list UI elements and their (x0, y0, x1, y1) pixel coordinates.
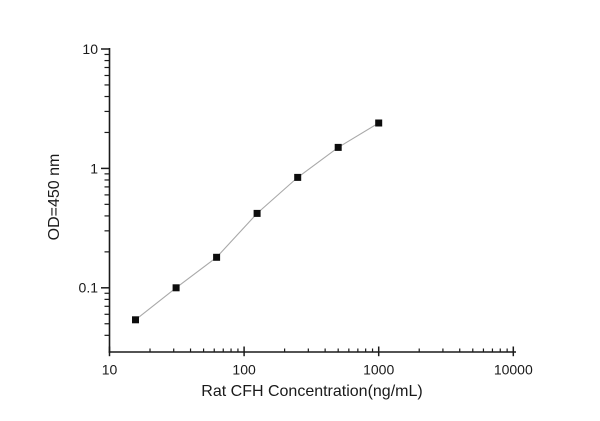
y-tick-label: 0.1 (79, 280, 99, 296)
x-tick-label: 1000 (363, 362, 394, 378)
x-tick-label: 10 (102, 362, 118, 378)
y-tick-label: 10 (82, 41, 98, 57)
data-point-marker (294, 173, 302, 181)
data-point-marker (334, 143, 342, 151)
data-point-marker (132, 316, 139, 324)
x-tick-label: 100 (232, 362, 256, 378)
data-point-marker (172, 284, 180, 292)
data-point-marker (375, 119, 383, 127)
series-line (135, 122, 379, 321)
axis-lines (108, 48, 516, 353)
x-tick-label: 10000 (494, 362, 533, 378)
tick-labels: 10 100 1000 10000 10 1 0.1 (79, 41, 533, 378)
y-axis-title: OD=450 nm (46, 153, 64, 241)
data-series (132, 119, 383, 324)
axis-ticks (101, 48, 515, 357)
data-point-marker (253, 209, 261, 217)
y-tick-label: 1 (90, 160, 98, 176)
data-point-marker (213, 253, 221, 261)
x-axis-title: Rat CFH Concentration(ng/mL) (201, 383, 423, 400)
